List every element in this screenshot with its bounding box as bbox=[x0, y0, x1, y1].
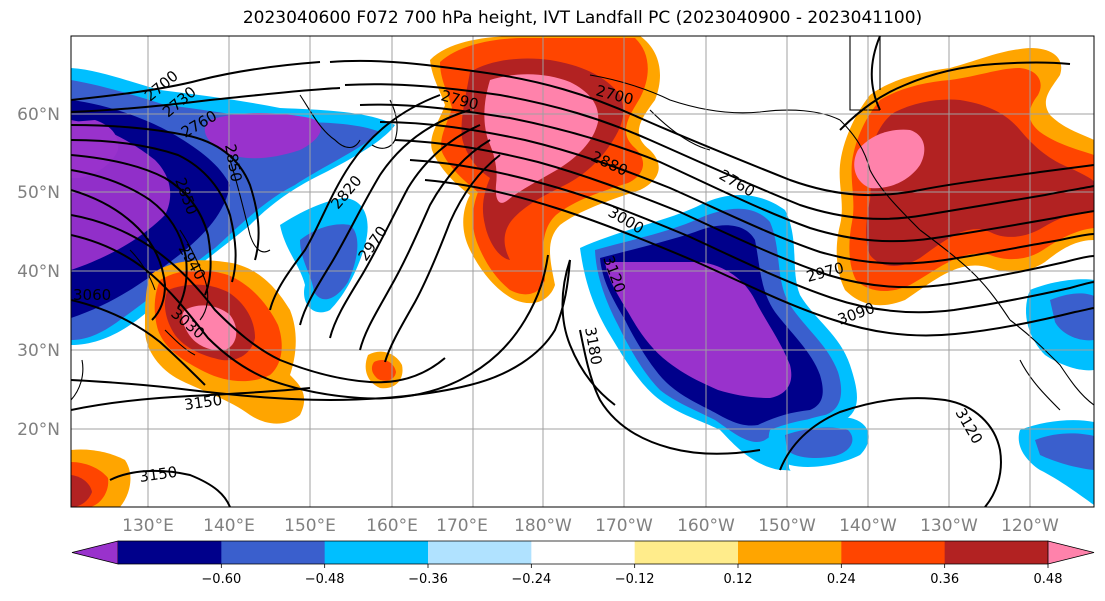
map-frame bbox=[70, 35, 1095, 508]
positive-ivt-region-japan bbox=[145, 260, 305, 424]
colorbar-segment bbox=[944, 541, 1049, 564]
negative-ivt-region-central bbox=[580, 194, 857, 471]
colorbar-segment bbox=[738, 541, 842, 564]
colorbar-segment bbox=[531, 541, 636, 564]
lon-label-170e: 170°E bbox=[436, 516, 488, 536]
colorbar-extend-low bbox=[71, 540, 119, 565]
coastlines bbox=[71, 36, 1094, 411]
lon-label-150e: 150°E bbox=[284, 516, 336, 536]
lat-label-60n: 60°N bbox=[17, 105, 60, 125]
lon-label-160e: 160°E bbox=[366, 516, 418, 536]
negative-ivt-region-east bbox=[1018, 279, 1094, 505]
negative-ivt-region-hawaii bbox=[768, 417, 869, 467]
lat-label-50n: 50°N bbox=[17, 183, 60, 203]
map-panel: 2700 2730 2760 2790 2700 2880 2760 3000 … bbox=[71, 36, 1094, 507]
colorbar-extend-high bbox=[1047, 540, 1095, 565]
colorbar-segment bbox=[221, 541, 326, 564]
positive-ivt-region-small bbox=[365, 351, 403, 389]
contour-label: 3150 bbox=[138, 463, 178, 486]
colorbar-tick-label: 0.48 bbox=[1034, 572, 1063, 587]
colorbar-segment bbox=[634, 541, 739, 564]
lon-label-120w: 120°W bbox=[1001, 516, 1059, 536]
colorbar-tick-label: 0.12 bbox=[724, 572, 753, 587]
lat-label-30n: 30°N bbox=[17, 341, 60, 361]
lon-label-150w: 150°W bbox=[758, 516, 816, 536]
lat-label-20n: 20°N bbox=[17, 420, 60, 440]
lon-label-180w: 180°W bbox=[514, 516, 572, 536]
colorbar-tick-label: −0.12 bbox=[615, 572, 655, 587]
positive-ivt-region-southwest bbox=[71, 449, 131, 507]
contour-label: 3150 bbox=[183, 391, 223, 414]
colorbar-tick-label: 0.36 bbox=[930, 572, 959, 587]
lon-label-140e: 140°E bbox=[203, 516, 255, 536]
map-title: 2023040600 F072 700 hPa height, IVT Land… bbox=[242, 8, 923, 28]
lon-label-160w: 160°W bbox=[677, 516, 735, 536]
colorbar-tick-label: −0.60 bbox=[201, 572, 241, 587]
colorbar-segment bbox=[841, 541, 946, 564]
lon-label-130w: 130°W bbox=[920, 516, 978, 536]
colorbar-segment bbox=[118, 541, 222, 564]
colorbar-tick-label: 0.24 bbox=[827, 572, 856, 587]
positive-ivt-region-bering bbox=[430, 36, 660, 304]
lon-label-140w: 140°W bbox=[839, 516, 897, 536]
colorbar-segment bbox=[428, 541, 532, 564]
height-contours bbox=[71, 36, 1094, 507]
contour-label: 3060 bbox=[73, 286, 111, 304]
colorbar: −0.60 −0.48 −0.36 −0.24 −0.12 0.12 0.24 0.36 0.4… bbox=[71, 540, 1095, 587]
colorbar-tick-label: −0.48 bbox=[305, 572, 345, 587]
longitude-labels: 130°E 140°E 150°E 160°E 170°E 180°W 170°… bbox=[122, 516, 1059, 536]
colorbar-segment bbox=[324, 541, 429, 564]
lon-label-130e: 130°E bbox=[122, 516, 174, 536]
colorbar-tick-label: −0.36 bbox=[408, 572, 448, 587]
colorbar-tick-label: −0.24 bbox=[511, 572, 551, 587]
lon-label-170w: 170°W bbox=[595, 516, 653, 536]
lat-label-40n: 40°N bbox=[17, 262, 60, 282]
latitude-labels: 60°N 50°N 40°N 30°N 20°N bbox=[17, 105, 60, 440]
